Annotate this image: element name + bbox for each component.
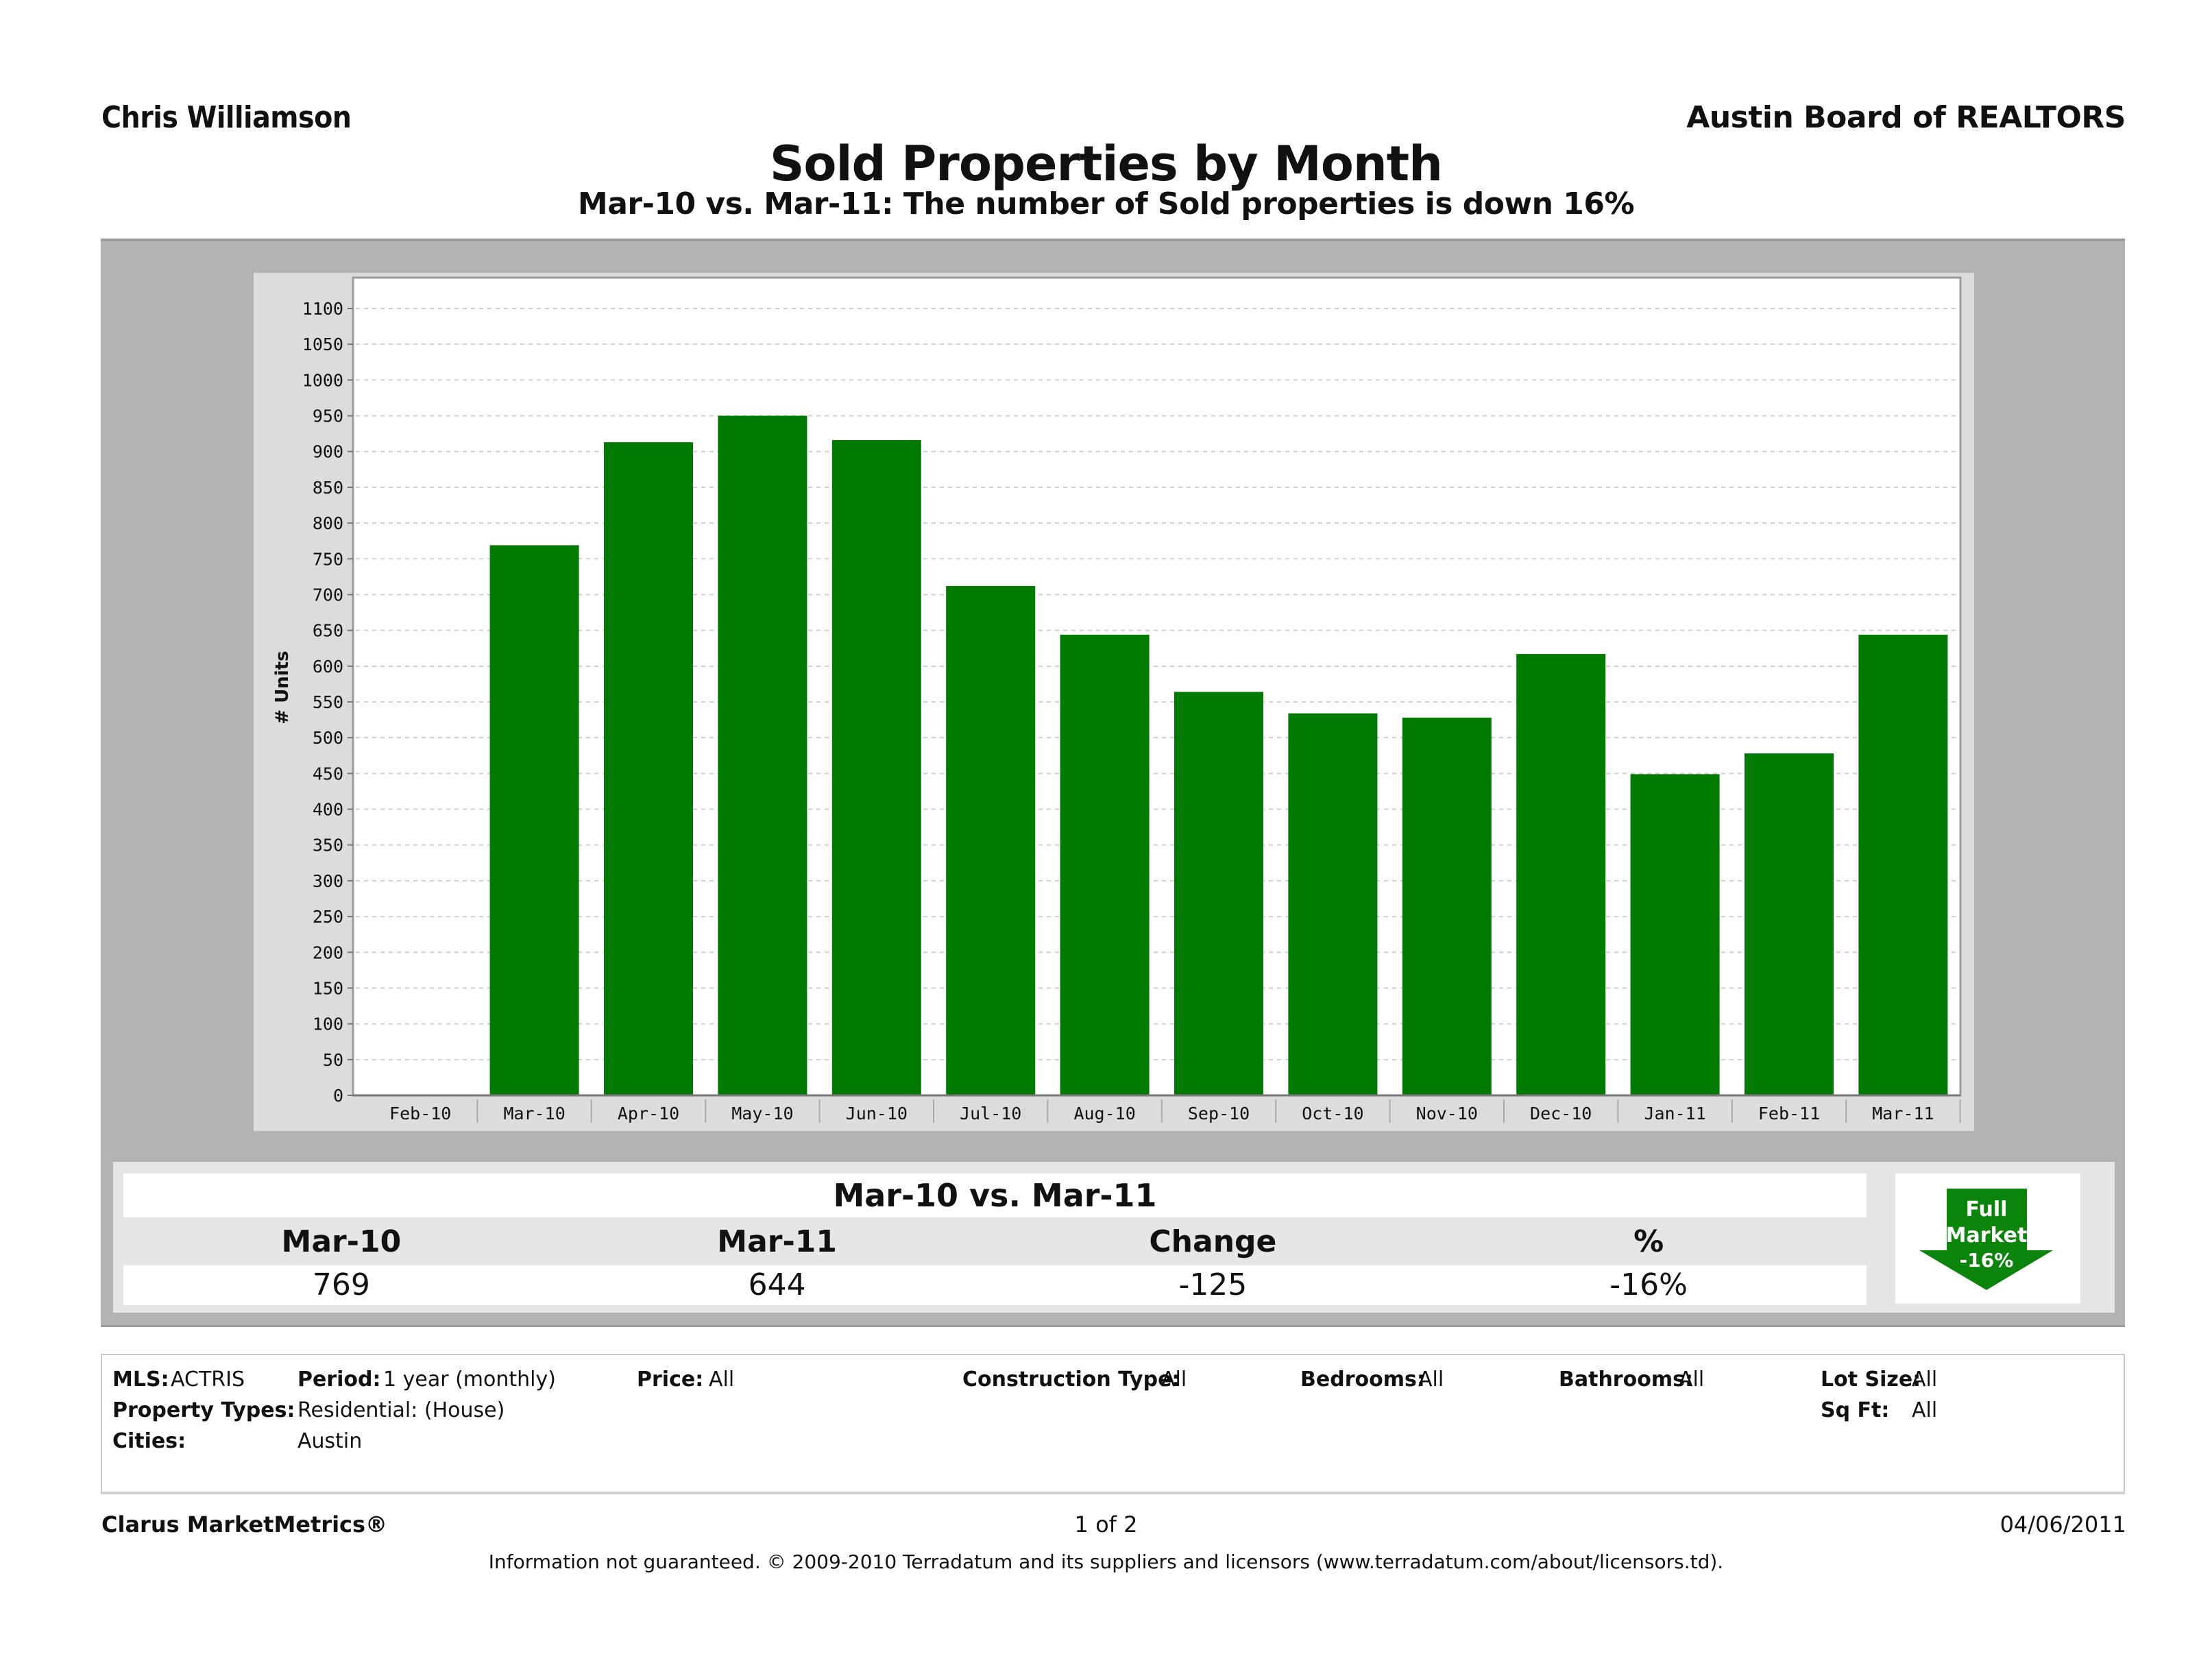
bar-sep-10 bbox=[1174, 692, 1263, 1095]
x-tick-label: Apr-10 bbox=[618, 1104, 679, 1123]
x-tick-label: Feb-11 bbox=[1758, 1104, 1820, 1123]
bar-feb-11 bbox=[1745, 753, 1834, 1095]
sq-ft-label: Sq Ft: bbox=[1821, 1398, 1890, 1422]
bar-mar-10 bbox=[489, 545, 579, 1095]
bar-jun-10 bbox=[831, 440, 921, 1095]
bathrooms-value: All bbox=[1679, 1367, 1705, 1391]
y-tick-label: 650 bbox=[313, 621, 343, 641]
value-mar-10: 769 bbox=[312, 1267, 370, 1302]
property-types-value: Residential: (House) bbox=[297, 1398, 505, 1422]
agent-name: Chris Williamson bbox=[101, 100, 352, 135]
badge-line-3: -16% bbox=[1960, 1249, 2014, 1272]
x-tick-label: Jan-11 bbox=[1644, 1104, 1705, 1123]
comparison-value-row: 769 644 -125 -16% bbox=[123, 1265, 1867, 1305]
y-tick-label: 250 bbox=[313, 907, 343, 927]
y-tick-label: 50 bbox=[323, 1050, 343, 1070]
y-tick-label: 850 bbox=[313, 478, 343, 498]
bar-chart: 0 50 100 150 200 250 300 350 400 450 500 550 600 650 7… bbox=[272, 276, 1962, 1123]
x-tick-label: May-10 bbox=[731, 1104, 793, 1123]
x-tick-label: Jul-10 bbox=[960, 1104, 1021, 1123]
lot-size-label: Lot Size: bbox=[1821, 1367, 1921, 1391]
y-axis-label: # Units bbox=[272, 650, 293, 724]
y-tick-label: 600 bbox=[313, 657, 343, 677]
y-tick-label: 200 bbox=[313, 943, 343, 962]
x-tick-label: Mar-10 bbox=[503, 1104, 565, 1123]
y-tick-label: 100 bbox=[313, 1014, 343, 1034]
report-subtitle: Mar-10 vs. Mar-11: The number of Sold pr… bbox=[577, 186, 1635, 221]
report-title: Sold Properties by Month bbox=[770, 136, 1443, 192]
y-tick-label: 1100 bbox=[302, 299, 343, 319]
bar-mar-11 bbox=[1858, 634, 1948, 1095]
price-label: Price: bbox=[637, 1367, 704, 1391]
filter-info-box: MLS: ACTRIS Period: 1 year (monthly) Pri… bbox=[101, 1354, 2125, 1494]
sq-ft-value: All bbox=[1912, 1398, 1938, 1422]
x-tick-label: Feb-10 bbox=[389, 1104, 451, 1123]
bar-apr-10 bbox=[604, 442, 693, 1095]
construction-type-value: All bbox=[1161, 1367, 1187, 1391]
badge-line-1: Full bbox=[1966, 1197, 2008, 1221]
y-tick-label: 950 bbox=[313, 406, 343, 426]
bar-nov-10 bbox=[1402, 717, 1492, 1095]
mls-label: MLS: bbox=[112, 1367, 169, 1391]
full-market-badge: Full Market -16% bbox=[1895, 1174, 2080, 1304]
badge-line-2: Market bbox=[1946, 1224, 2028, 1248]
board-name: Austin Board of REALTORS bbox=[1686, 100, 2126, 135]
bar-dec-10 bbox=[1516, 654, 1606, 1095]
y-tick-label: 1050 bbox=[302, 335, 343, 354]
y-tick-label: 350 bbox=[313, 836, 343, 855]
lot-size-value: All bbox=[1912, 1367, 1938, 1391]
construction-type-label: Construction Type: bbox=[962, 1367, 1180, 1391]
brand-name: Clarus MarketMetrics® bbox=[101, 1511, 388, 1537]
bedrooms-label: Bedrooms: bbox=[1300, 1367, 1425, 1391]
x-tick-label: Sep-10 bbox=[1188, 1104, 1250, 1123]
x-tick-label: Oct-10 bbox=[1302, 1104, 1363, 1123]
period-label: Period: bbox=[297, 1367, 381, 1391]
bar-aug-10 bbox=[1060, 634, 1150, 1095]
y-tick-label: 800 bbox=[313, 513, 343, 533]
report-date: 04/06/2011 bbox=[2000, 1511, 2126, 1537]
comparison-header-row: Mar-10 Mar-11 Change % bbox=[123, 1221, 1867, 1263]
value-change: -125 bbox=[1178, 1267, 1248, 1302]
y-tick-label: 700 bbox=[313, 585, 343, 605]
value-mar-11: 644 bbox=[748, 1267, 806, 1302]
y-tick-label: 1000 bbox=[302, 370, 343, 390]
y-tick-label: 400 bbox=[313, 800, 343, 820]
price-value: All bbox=[709, 1367, 735, 1391]
y-tick-label: 500 bbox=[313, 728, 343, 748]
y-tick-label: 900 bbox=[313, 442, 343, 462]
y-tick-label: 150 bbox=[313, 978, 343, 998]
value-percent: -16% bbox=[1609, 1267, 1688, 1302]
header-mar-10: Mar-10 bbox=[281, 1224, 402, 1259]
bar-oct-10 bbox=[1288, 713, 1378, 1095]
y-tick-label: 0 bbox=[333, 1086, 343, 1106]
period-value: 1 year (monthly) bbox=[383, 1367, 556, 1391]
bathrooms-label: Bathrooms: bbox=[1559, 1367, 1693, 1391]
header-mar-11: Mar-11 bbox=[717, 1224, 837, 1259]
bar-may-10 bbox=[718, 415, 807, 1095]
bar-jan-11 bbox=[1630, 774, 1720, 1095]
mls-value: ACTRIS bbox=[171, 1367, 245, 1391]
disclaimer: Information not guaranteed. © 2009-2010 … bbox=[488, 1551, 1724, 1573]
y-tick-label: 550 bbox=[313, 692, 343, 712]
y-tick-label: 300 bbox=[313, 871, 343, 891]
x-tick-label: Aug-10 bbox=[1073, 1104, 1135, 1123]
bar-jul-10 bbox=[946, 585, 1036, 1095]
x-tick-label: Mar-11 bbox=[1872, 1104, 1934, 1123]
cities-label: Cities: bbox=[112, 1429, 186, 1453]
cities-value: Austin bbox=[297, 1429, 363, 1453]
y-tick-label: 750 bbox=[313, 549, 343, 569]
y-tick-label: 450 bbox=[313, 764, 343, 783]
property-types-label: Property Types: bbox=[112, 1398, 295, 1422]
comparison-title: Mar-10 vs. Mar-11 bbox=[123, 1174, 1867, 1217]
page-number: 1 of 2 bbox=[1074, 1511, 1138, 1537]
x-tick-label: Jun-10 bbox=[846, 1104, 908, 1123]
header-percent: % bbox=[1633, 1224, 1664, 1259]
bedrooms-value: All bbox=[1418, 1367, 1444, 1391]
x-tick-label: Nov-10 bbox=[1416, 1104, 1478, 1123]
header-change: Change bbox=[1149, 1224, 1277, 1259]
down-arrow-icon bbox=[1919, 1189, 2053, 1290]
x-tick-label: Dec-10 bbox=[1530, 1104, 1592, 1123]
